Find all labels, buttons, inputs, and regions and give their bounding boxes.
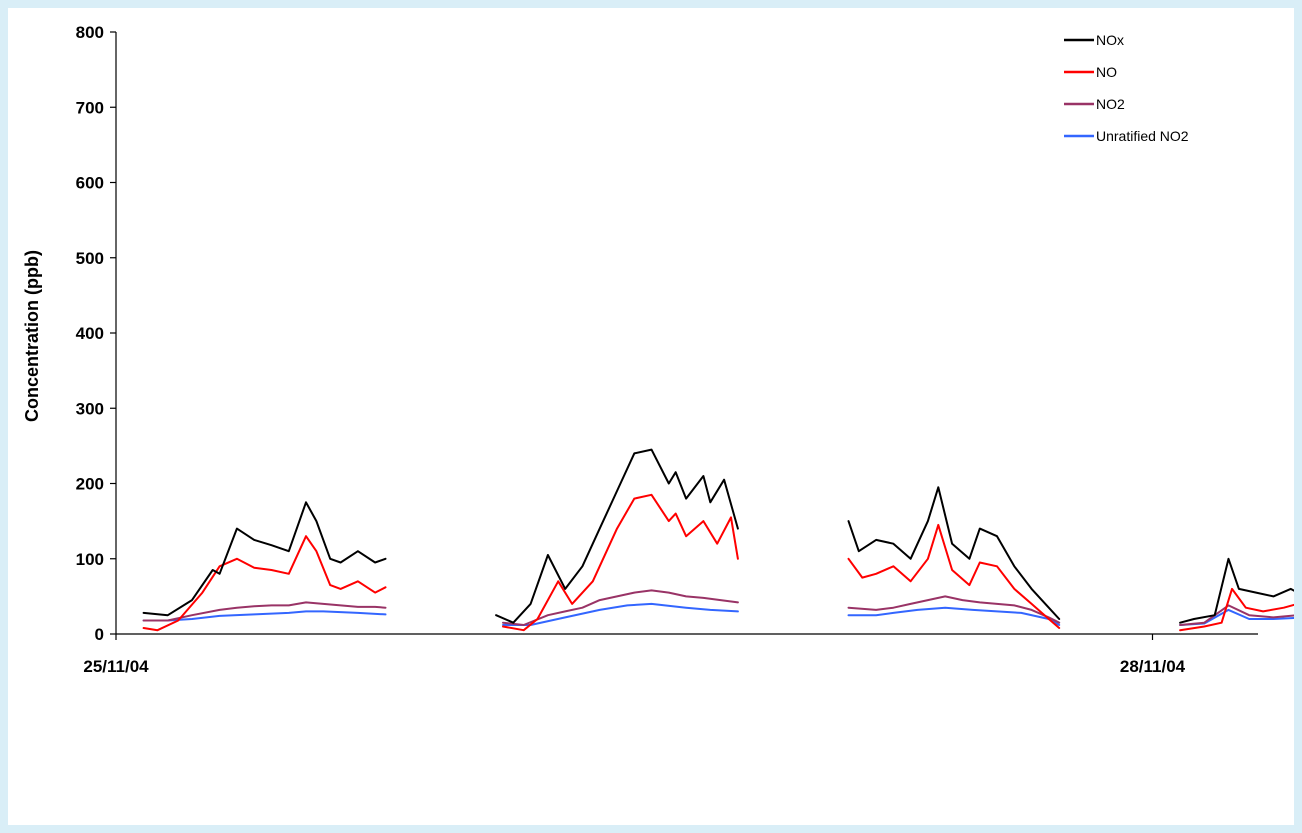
plot-area: [142, 448, 1294, 632]
y-tick-label: 600: [76, 174, 104, 193]
series-line-segment: [847, 595, 1061, 624]
legend-label: NO: [1096, 64, 1117, 80]
series-nox: [142, 448, 1294, 624]
y-axis-title: Concentration (ppb): [22, 250, 42, 422]
series-line-segment: [1179, 604, 1294, 626]
chart-frame: 0 100 200 300 400 500 600 700 800 25/11/04 28/11/0…: [8, 8, 1294, 825]
axes: 0 100 200 300 400 500 600 700 800 25/11/04 28/11/0…: [76, 23, 1258, 676]
series-line-segment: [847, 523, 1061, 629]
series-line-segment: [142, 535, 387, 632]
series-no2: [142, 589, 1294, 626]
legend: NOx NO NO2 Unratified NO2: [1064, 32, 1189, 144]
y-tick-label: 700: [76, 98, 104, 117]
y-tick-label: 100: [76, 550, 104, 569]
series-line-segment: [847, 486, 1061, 620]
y-tick-label: 0: [95, 625, 104, 644]
legend-label: NO2: [1096, 96, 1125, 112]
legend-label: NOx: [1096, 32, 1124, 48]
series-line-segment: [1179, 557, 1294, 624]
series-line-segment: [495, 448, 739, 624]
series-line-segment: [1179, 608, 1294, 626]
x-tick-label: 25/11/04: [83, 657, 149, 676]
series-line-segment: [847, 606, 1061, 626]
y-tick-label: 800: [76, 23, 104, 42]
legend-label: Unratified NO2: [1096, 128, 1189, 144]
series-no: [142, 493, 1294, 632]
x-tick-label: 28/11/04: [1120, 657, 1186, 676]
series-line-segment: [142, 601, 387, 622]
y-tick-label: 300: [76, 399, 104, 418]
series-line-segment: [502, 493, 739, 632]
series-unratified-no2: [142, 602, 1294, 626]
series-line-segment: [502, 589, 739, 626]
series-line-segment: [1179, 587, 1294, 632]
y-tick-label: 500: [76, 249, 104, 268]
y-tick-label: 200: [76, 475, 104, 494]
line-chart: 0 100 200 300 400 500 600 700 800 25/11/04 28/11/0…: [22, 23, 1294, 676]
y-tick-label: 400: [76, 324, 104, 343]
series-line-segment: [142, 501, 387, 617]
series-line-segment: [502, 602, 739, 626]
